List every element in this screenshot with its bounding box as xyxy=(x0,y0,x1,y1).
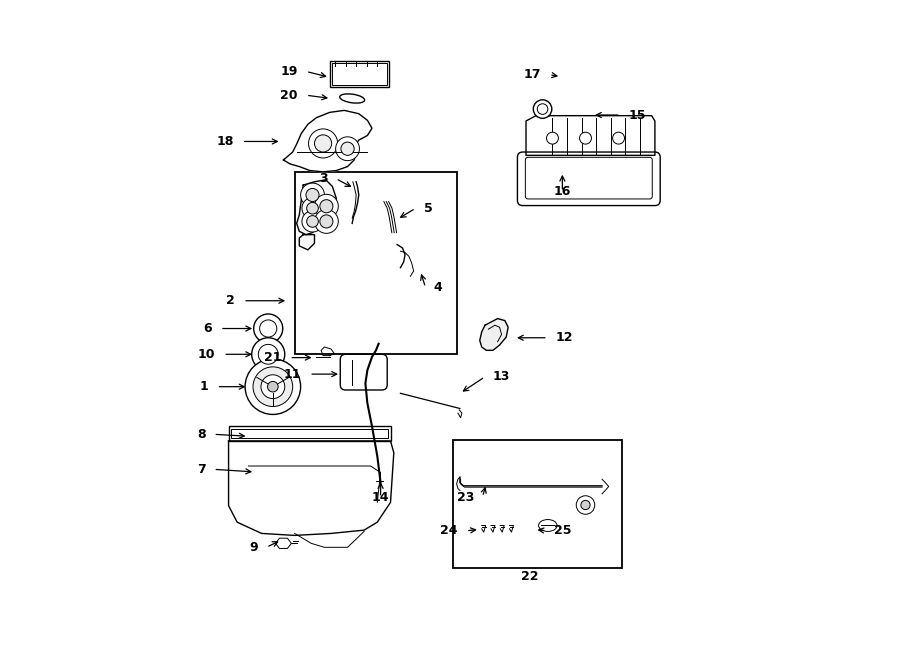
Circle shape xyxy=(302,198,323,219)
Text: 1: 1 xyxy=(200,380,209,393)
Text: 21: 21 xyxy=(264,351,282,364)
Text: 13: 13 xyxy=(493,370,510,383)
Circle shape xyxy=(301,183,324,207)
Text: 11: 11 xyxy=(284,368,302,381)
Circle shape xyxy=(267,381,278,392)
Circle shape xyxy=(314,210,338,233)
Text: 5: 5 xyxy=(424,202,432,215)
Polygon shape xyxy=(300,235,314,250)
Text: 10: 10 xyxy=(198,348,215,361)
Text: 16: 16 xyxy=(554,185,572,198)
Text: 24: 24 xyxy=(440,524,458,537)
Circle shape xyxy=(576,496,595,514)
Circle shape xyxy=(320,215,333,228)
Circle shape xyxy=(253,367,292,407)
Circle shape xyxy=(341,142,355,155)
Circle shape xyxy=(307,215,319,227)
Polygon shape xyxy=(297,180,337,235)
Text: 15: 15 xyxy=(628,108,646,122)
Text: 20: 20 xyxy=(281,89,298,102)
Text: 23: 23 xyxy=(457,490,474,504)
Text: 14: 14 xyxy=(372,491,390,504)
Polygon shape xyxy=(526,116,655,155)
Text: 8: 8 xyxy=(197,428,205,441)
FancyBboxPatch shape xyxy=(518,152,661,206)
Text: 2: 2 xyxy=(227,294,235,307)
Polygon shape xyxy=(275,538,292,549)
Circle shape xyxy=(261,375,284,399)
Circle shape xyxy=(613,132,625,144)
Text: 19: 19 xyxy=(281,65,298,78)
Circle shape xyxy=(309,129,338,158)
Circle shape xyxy=(259,320,277,337)
Circle shape xyxy=(320,200,333,213)
Circle shape xyxy=(254,314,283,343)
Text: 9: 9 xyxy=(249,541,258,554)
Circle shape xyxy=(314,194,338,218)
Text: 6: 6 xyxy=(203,322,212,335)
Bar xyxy=(332,63,387,85)
Text: 22: 22 xyxy=(520,570,538,583)
Text: 7: 7 xyxy=(197,463,205,476)
Circle shape xyxy=(314,135,332,152)
Bar xyxy=(329,61,389,87)
Text: 17: 17 xyxy=(524,68,541,81)
Polygon shape xyxy=(229,441,394,535)
Polygon shape xyxy=(480,319,508,350)
Text: 3: 3 xyxy=(320,172,328,185)
Ellipse shape xyxy=(538,520,557,531)
Circle shape xyxy=(302,211,323,232)
Circle shape xyxy=(252,338,284,371)
Bar xyxy=(294,172,456,354)
Text: 12: 12 xyxy=(556,331,573,344)
Circle shape xyxy=(580,132,591,144)
Text: 18: 18 xyxy=(217,135,234,148)
Circle shape xyxy=(336,137,359,161)
Bar xyxy=(454,440,622,568)
Polygon shape xyxy=(284,110,372,172)
Circle shape xyxy=(534,100,552,118)
Bar xyxy=(229,426,391,441)
FancyBboxPatch shape xyxy=(340,354,387,390)
Bar xyxy=(231,429,388,438)
Circle shape xyxy=(537,104,548,114)
Circle shape xyxy=(546,132,558,144)
Circle shape xyxy=(306,188,319,202)
Text: 25: 25 xyxy=(554,524,572,537)
Circle shape xyxy=(307,202,319,214)
Ellipse shape xyxy=(339,94,365,103)
Circle shape xyxy=(245,359,301,414)
Text: 4: 4 xyxy=(434,281,442,294)
Circle shape xyxy=(258,344,278,364)
Circle shape xyxy=(580,500,590,510)
